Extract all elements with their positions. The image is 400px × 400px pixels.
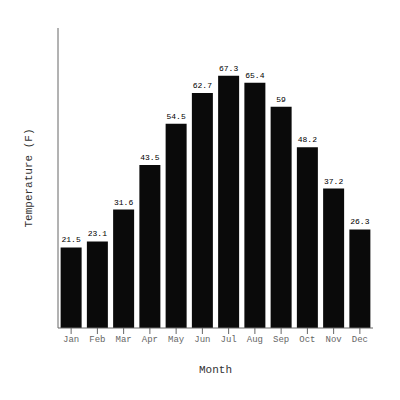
svg-text:37.2: 37.2 [324,177,343,186]
svg-text:59: 59 [276,95,286,104]
svg-text:62.7: 62.7 [193,81,212,90]
svg-text:Mar: Mar [116,335,132,345]
svg-text:21.5: 21.5 [62,235,81,244]
svg-text:Month: Month [199,364,232,376]
svg-text:31.6: 31.6 [114,198,133,207]
svg-text:67.3: 67.3 [219,64,238,73]
svg-text:43.5: 43.5 [140,153,159,162]
svg-text:26.3: 26.3 [350,217,369,226]
svg-text:Jun: Jun [194,335,210,345]
svg-text:Nov: Nov [326,335,343,345]
svg-text:May: May [168,335,185,345]
svg-text:Aug: Aug [247,335,263,345]
svg-text:48.2: 48.2 [298,135,317,144]
svg-text:Temperature (F): Temperature (F) [23,128,35,227]
svg-text:Dec: Dec [352,335,368,345]
svg-text:65.4: 65.4 [245,71,264,80]
svg-text:23.1: 23.1 [88,229,107,238]
svg-text:Sep: Sep [273,335,289,345]
svg-text:Feb: Feb [89,335,105,345]
svg-text:Apr: Apr [142,335,158,345]
svg-text:Jul: Jul [221,335,237,345]
svg-text:Jan: Jan [63,335,79,345]
svg-text:54.5: 54.5 [167,112,186,121]
svg-text:Oct: Oct [299,335,315,345]
